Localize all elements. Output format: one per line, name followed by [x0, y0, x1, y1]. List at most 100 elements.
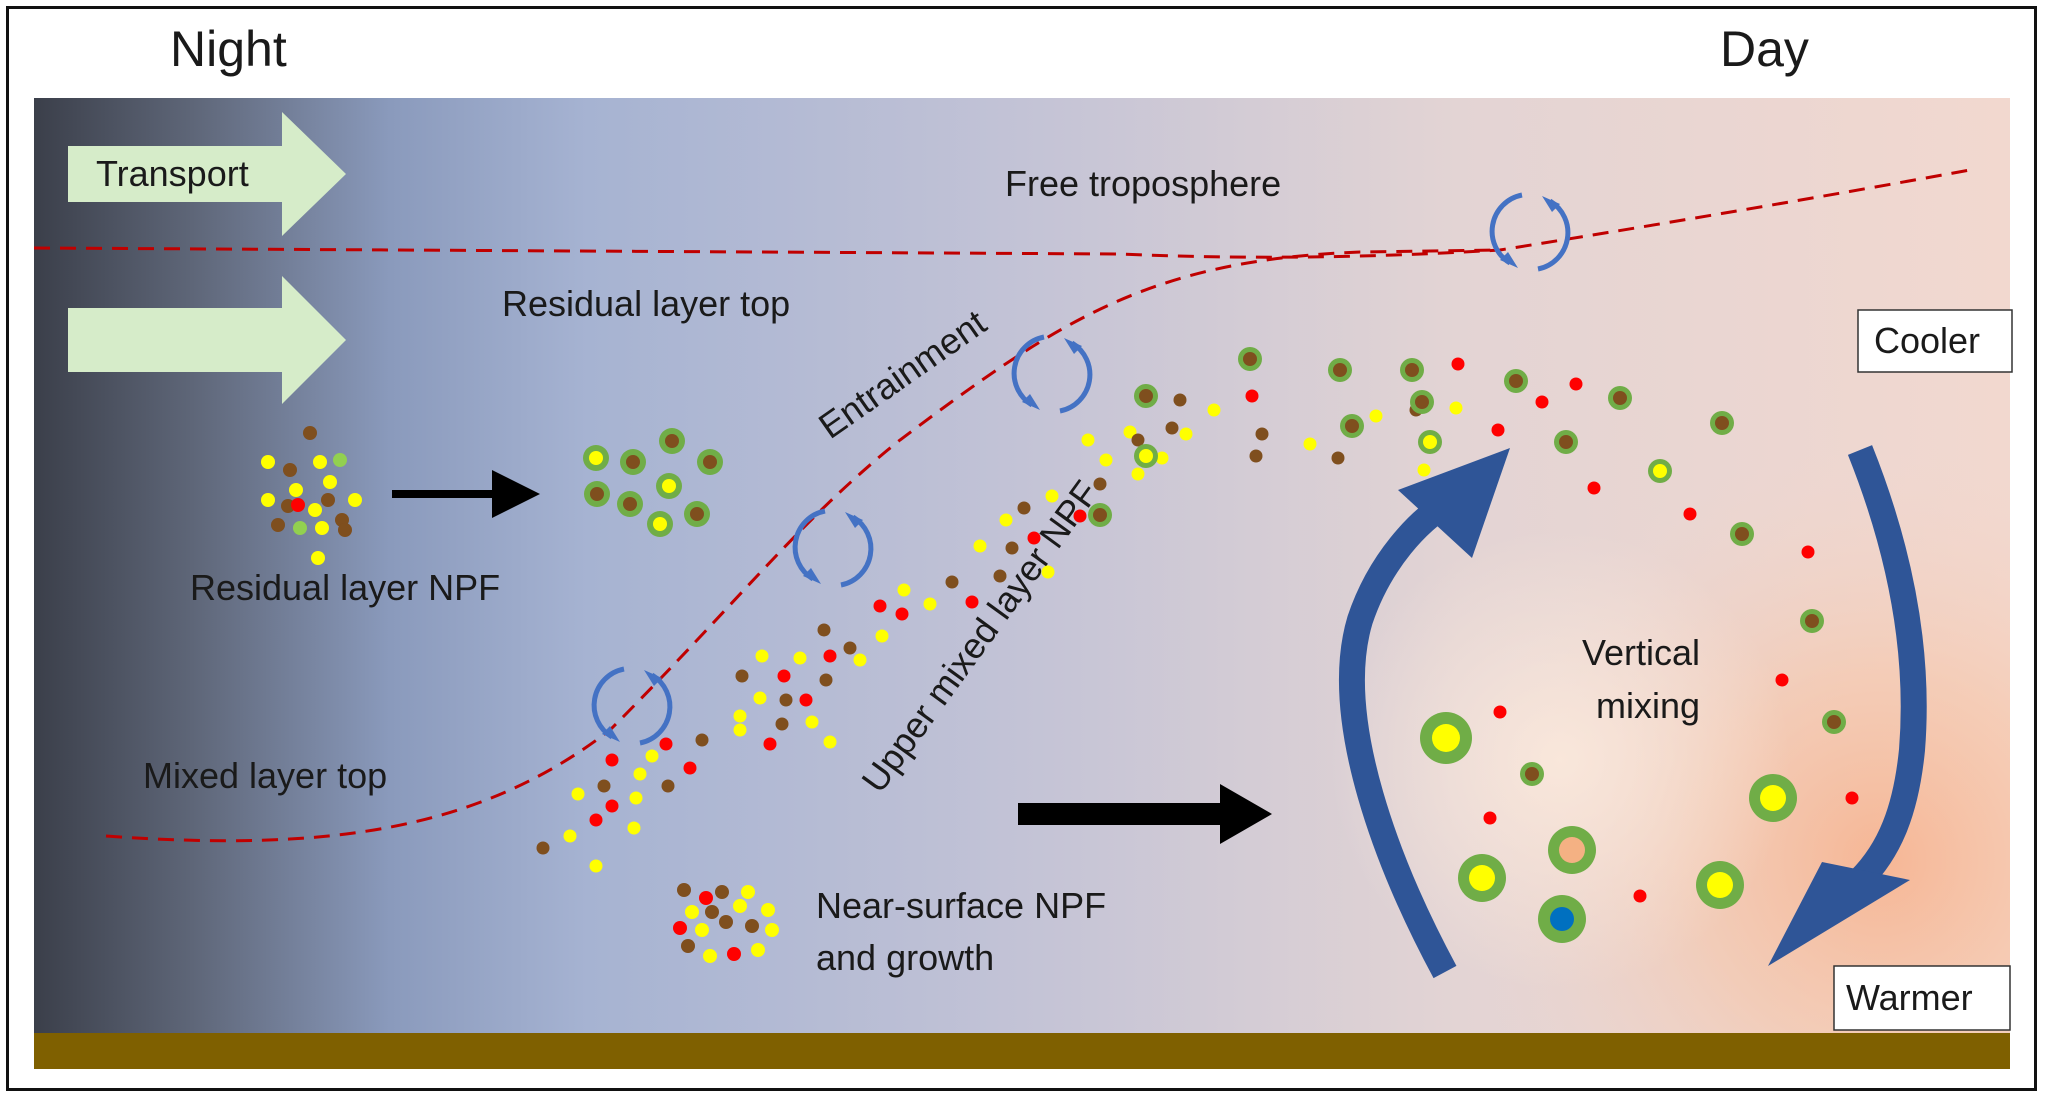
particle-dot: [1569, 377, 1583, 391]
particle-dot: [1845, 791, 1859, 805]
particle-dot: [589, 859, 603, 873]
particle-dot: [1491, 423, 1505, 437]
particle-dot: [1345, 419, 1359, 433]
particle-dot: [1155, 451, 1169, 465]
ground-strip: [34, 1033, 2010, 1069]
particle-dot: [681, 939, 695, 953]
particle-dot: [695, 733, 709, 747]
particle-dot: [763, 737, 777, 751]
particle-dot: [683, 761, 697, 775]
vertical-mixing-label-line2: mixing: [1596, 685, 1700, 726]
particle-dot: [673, 921, 687, 935]
particle-dot: [333, 453, 347, 467]
particle-dot: [1081, 433, 1095, 447]
particle-dot: [819, 673, 833, 687]
particle-dot: [1715, 416, 1729, 430]
particle-dot: [923, 597, 937, 611]
particle-dot: [703, 949, 717, 963]
particle-dot: [873, 599, 887, 613]
particle-dot: [1483, 811, 1497, 825]
particle-dot: [1041, 565, 1055, 579]
particle-dot: [1633, 889, 1647, 903]
particle-dot: [1805, 614, 1819, 628]
particle-dot: [733, 709, 747, 723]
particle-dot: [741, 885, 755, 899]
particle-dot: [1493, 705, 1507, 719]
particle-dot: [261, 455, 275, 469]
particle-dot: [653, 517, 667, 531]
particle-dot: [1587, 481, 1601, 495]
particle-dot: [685, 905, 699, 919]
particle-dot: [965, 595, 979, 609]
particle-dot: [1550, 907, 1574, 931]
mixed-layer-top-label: Mixed layer top: [143, 755, 387, 796]
particle-dot: [271, 518, 285, 532]
particle-dot: [665, 434, 679, 448]
particle-dot: [303, 426, 317, 440]
particle-dot: [338, 523, 352, 537]
particle-dot: [571, 787, 585, 801]
transport-label: Transport: [96, 153, 249, 194]
particle-dot: [1525, 767, 1539, 781]
particle-dot: [1432, 724, 1460, 752]
vertical-mixing-label-line1: Vertical: [1582, 632, 1700, 673]
warmer-label: Warmer: [1846, 977, 1973, 1018]
particle-dot: [1405, 363, 1419, 377]
particle-dot: [1369, 409, 1383, 423]
particle-dot: [843, 641, 857, 655]
particle-dot: [1073, 509, 1087, 523]
particle-dot: [1255, 427, 1269, 441]
particle-dot: [1760, 785, 1786, 811]
particle-dot: [715, 885, 729, 899]
particle-dot: [1017, 501, 1031, 515]
particle-dot: [289, 483, 303, 497]
particle-dot: [626, 455, 640, 469]
particle-dot: [313, 455, 327, 469]
particle-dot: [993, 569, 1007, 583]
particle-dot: [1559, 435, 1573, 449]
particle-dot: [1707, 872, 1733, 898]
particle-dot: [1415, 395, 1429, 409]
particle-dot: [311, 551, 325, 565]
particle-dot: [1093, 477, 1107, 491]
day-label: Day: [1720, 21, 1809, 77]
particle-dot: [875, 629, 889, 643]
particle-dot: [1243, 352, 1257, 366]
cooler-box: [1857, 309, 2013, 373]
particles-layer: [261, 347, 1859, 963]
particle-dot: [1123, 425, 1137, 439]
mixing-arrow-down: [1847, 445, 1927, 890]
particle-dot: [753, 691, 767, 705]
mixing-arrow-up-head: [1398, 448, 1510, 558]
particle-dot: [755, 649, 769, 663]
particle-dot: [895, 607, 909, 621]
particle-dot: [1683, 507, 1697, 521]
particle-dot: [323, 475, 337, 489]
particle-dot: [633, 767, 647, 781]
near-surface-growth-arrow: [1018, 784, 1272, 844]
particle-dot: [1775, 673, 1789, 687]
particle-dot: [315, 521, 329, 535]
particle-dot: [823, 649, 837, 663]
free-troposphere-label: Free troposphere: [1005, 163, 1281, 204]
particle-dot: [1249, 449, 1263, 463]
particle-dot: [1559, 837, 1585, 863]
particle-dot: [662, 479, 676, 493]
particle-dot: [261, 493, 275, 507]
particle-dot: [973, 539, 987, 553]
particle-dot: [589, 451, 603, 465]
particle-dot: [677, 883, 691, 897]
particle-dot: [659, 737, 673, 751]
particle-dot: [823, 735, 837, 749]
particle-dot: [1735, 527, 1749, 541]
particle-dot: [765, 923, 779, 937]
particle-dot: [605, 753, 619, 767]
particle-dot: [1469, 865, 1495, 891]
particle-dot: [1027, 531, 1041, 545]
particle-dot: [1245, 389, 1259, 403]
near-surface-npf-label-line2: and growth: [816, 937, 994, 978]
particle-dot: [308, 503, 322, 517]
particle-dot: [735, 669, 749, 683]
particle-dot: [1331, 451, 1345, 465]
particle-dot: [1093, 508, 1107, 522]
